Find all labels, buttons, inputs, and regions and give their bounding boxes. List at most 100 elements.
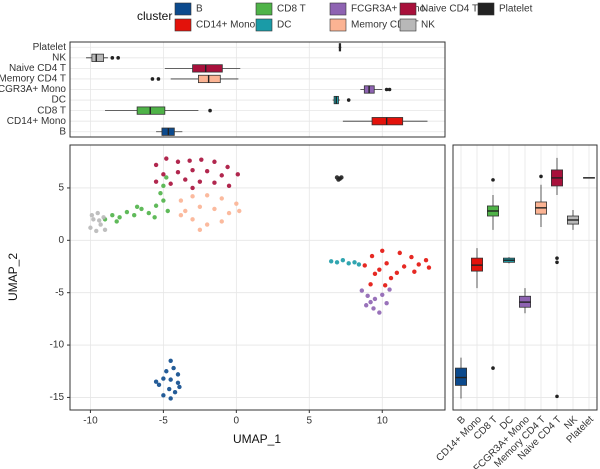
point [134,204,140,209]
outlier [208,108,212,113]
point [346,261,351,266]
category-label: B [59,126,66,137]
point [372,271,378,277]
point [199,157,204,162]
point [183,177,188,182]
x-tick-label: 10 [377,416,389,427]
point [164,369,169,374]
point [364,303,369,308]
point [212,159,217,164]
point [96,218,102,223]
point [190,194,195,199]
legend-label: Memory CD4 T [351,20,419,31]
legend-label: CD8 T [277,4,306,15]
x-axis-title: UMAP_1 [233,432,281,446]
y-tick-label: -5 [55,287,64,298]
point [94,228,99,234]
point [146,210,151,216]
point [98,222,103,227]
panel [70,145,445,410]
point [340,258,346,263]
legend-label: CD14+ Mono [196,20,256,31]
legend-key [255,2,273,16]
legend-key [329,2,347,16]
outlier [110,56,115,60]
point [384,300,389,306]
point [187,158,192,163]
point [212,180,217,185]
point [387,287,392,292]
panel-border [69,144,446,411]
legend-key [255,18,273,32]
point [226,210,232,216]
point [168,358,173,363]
x-tick-label: 0 [234,416,240,427]
point [171,365,176,371]
point [114,219,119,224]
point [384,261,389,266]
legend-key [174,2,192,16]
panel-border [69,41,446,138]
point [204,193,210,198]
category-label: CD8 T [37,105,66,116]
point [219,173,224,178]
y-tick-label: 0 [58,235,64,246]
point [161,172,166,177]
legend-label: B [196,4,203,15]
point [175,372,181,377]
point [380,292,385,297]
point [204,168,210,174]
point [409,254,414,260]
point [161,183,166,189]
category-label: NK [52,52,66,63]
outlier [555,256,559,260]
x-tick-label: -5 [159,416,168,427]
outlier [555,260,559,265]
point [380,248,385,253]
point [91,217,96,222]
legend-key [477,2,495,16]
point [164,175,169,180]
legend-key [329,18,347,32]
point [165,208,170,214]
point [175,380,181,385]
point [168,396,173,401]
point [139,206,144,212]
point [426,265,432,270]
point [172,389,178,395]
point [388,275,394,281]
y-axis-title: UMAP_2 [6,253,20,301]
point [168,181,173,186]
legend-label: Platelet [499,4,533,15]
point [153,379,159,384]
outlier [491,366,495,370]
point [204,222,210,227]
outlier [150,77,155,81]
point [164,156,169,161]
point [153,179,159,184]
point [132,212,137,218]
point [89,212,95,218]
point [152,215,157,220]
point [401,264,407,269]
point [397,250,402,256]
point [219,196,224,201]
point [362,263,367,268]
point [167,386,172,392]
point [423,258,429,263]
legend-key [174,18,192,32]
point [177,384,182,390]
x-tick-label: 5 [307,416,313,427]
point [161,393,166,398]
y-tick-label: 5 [58,183,64,194]
point [110,212,115,218]
outlier [491,178,495,182]
point [161,198,166,203]
point [328,259,334,264]
point [412,269,417,274]
point [156,382,162,388]
legend-key [399,18,417,32]
point [175,159,181,164]
point [219,219,224,224]
legend-label: Naive CD4 T [421,4,478,15]
